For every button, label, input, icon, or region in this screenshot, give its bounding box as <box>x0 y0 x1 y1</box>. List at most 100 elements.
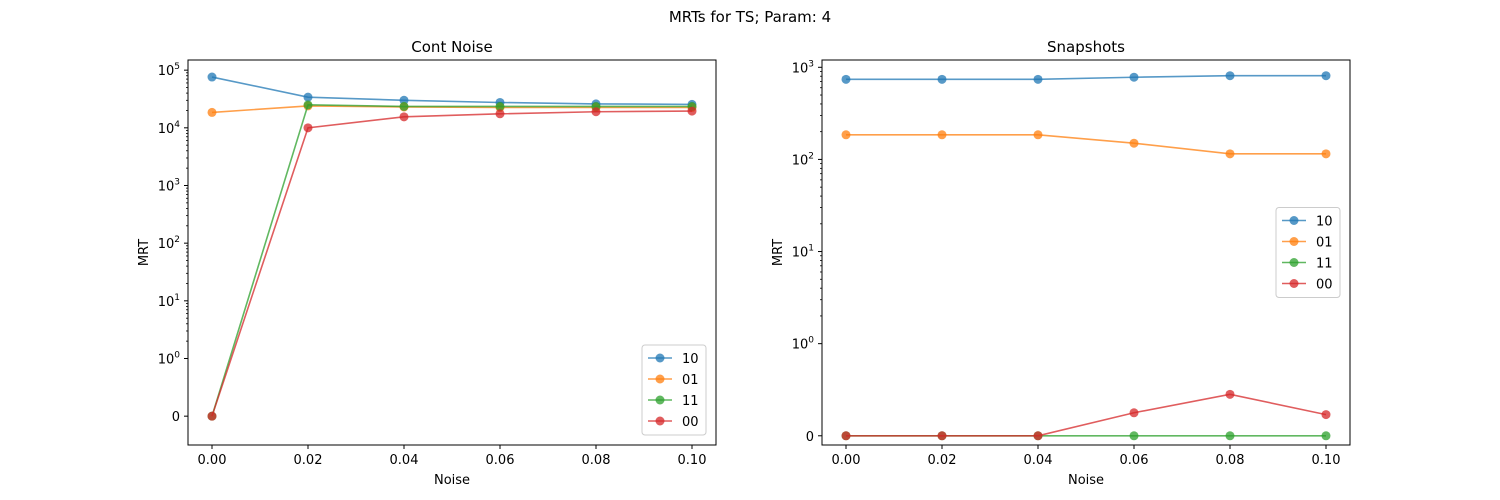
y-tick-exponent: 1 <box>174 293 180 303</box>
data-point <box>1321 71 1331 81</box>
data-point <box>1321 410 1331 420</box>
y-tick-label: 100 <box>792 336 815 353</box>
series-line <box>211 105 692 114</box>
x-tick-label: 0.08 <box>582 453 611 468</box>
x-tick-label: 0.04 <box>390 453 419 468</box>
series-line <box>846 393 1327 437</box>
chart-title: Snapshots <box>1047 38 1125 56</box>
data-point <box>841 431 851 441</box>
legend: 10 01 11 00 <box>641 344 707 436</box>
y-tick-base: 10 <box>158 295 175 310</box>
y-tick-exponent: 0 <box>808 336 814 346</box>
legend-item: 10 <box>1282 215 1333 230</box>
y-tick-label: 103 <box>158 177 180 194</box>
data-point <box>207 72 217 82</box>
x-tick-label: 0.10 <box>678 453 707 468</box>
x-tick-label: 0.02 <box>294 453 323 468</box>
series-line <box>846 74 1326 81</box>
legend-label: 00 <box>1316 278 1333 293</box>
legend-item: 00 <box>1282 278 1333 293</box>
data-point <box>937 74 947 84</box>
legend-marker <box>1289 279 1299 288</box>
y-tick-base: 10 <box>792 153 809 168</box>
data-point <box>1129 408 1139 418</box>
legend-label: 10 <box>682 352 699 367</box>
data-point <box>591 107 601 117</box>
y-axis-label: MRT <box>771 239 786 266</box>
y-tick-label: 105 <box>158 62 180 79</box>
data-point <box>1225 389 1235 399</box>
y-tick-base: 10 <box>792 61 809 76</box>
y-tick-exponent: 1 <box>808 244 814 254</box>
legend-marker <box>1289 216 1299 225</box>
legend-marker <box>655 395 665 405</box>
data-point <box>1033 130 1043 140</box>
legend-label: 10 <box>1316 215 1333 230</box>
data-point <box>399 101 409 111</box>
y-tick-label: 101 <box>158 293 180 310</box>
y-axis-label: MRT <box>137 239 152 266</box>
legend-label: 01 <box>1316 236 1333 251</box>
legend-item: 01 <box>648 373 699 388</box>
x-tick-label: 0.02 <box>928 453 957 468</box>
data-point <box>841 130 851 140</box>
data-point <box>937 130 947 140</box>
data-point <box>937 431 947 441</box>
data-point <box>1321 431 1331 441</box>
axes-frame <box>821 59 1351 446</box>
axes-frame <box>187 59 717 446</box>
legend-item: 01 <box>1282 236 1333 251</box>
data-point <box>1033 74 1043 84</box>
y-tick-base: 10 <box>158 122 175 137</box>
y-tick-base: 10 <box>792 246 809 261</box>
legend-marker <box>655 353 665 363</box>
legend-label: 01 <box>682 373 699 388</box>
series-01 <box>841 130 1331 159</box>
legend-item: 11 <box>648 394 699 409</box>
series-line <box>846 134 1326 155</box>
y-tick-base: 0 <box>172 410 180 425</box>
x-tick-label: 0.00 <box>198 453 227 468</box>
y-tick-label: 102 <box>158 235 180 252</box>
data-point <box>399 112 409 122</box>
legend-marker <box>1289 237 1299 246</box>
data-point <box>303 100 313 110</box>
data-point <box>495 101 505 111</box>
data-point <box>1321 149 1331 159</box>
data-point <box>495 109 505 119</box>
data-point <box>687 106 697 116</box>
x-axis-label: Noise <box>1068 473 1104 488</box>
y-tick-exponent: 2 <box>174 235 180 245</box>
y-tick-exponent: 3 <box>174 177 180 187</box>
legend: 10 01 11 00 <box>1275 207 1341 298</box>
y-tick-label: 103 <box>792 59 814 76</box>
legend-marker <box>1289 258 1299 267</box>
x-axis-label: Noise <box>434 473 470 488</box>
series-line <box>211 76 693 106</box>
y-tick-label: 0 <box>172 410 180 425</box>
figure-suptitle: MRTs for TS; Param: 4 <box>669 8 831 26</box>
legend-item: 00 <box>648 415 699 430</box>
data-point <box>1129 138 1139 148</box>
y-tick-label: 100 <box>158 350 181 367</box>
y-tick-base: 10 <box>158 179 175 194</box>
data-point <box>1033 431 1043 441</box>
data-point <box>303 123 313 133</box>
x-tick-label: 0.04 <box>1024 453 1053 468</box>
y-tick-label: 104 <box>158 120 181 137</box>
y-tick-base: 10 <box>792 338 809 353</box>
series-10 <box>841 71 1331 84</box>
data-point <box>1225 71 1235 81</box>
legend-marker <box>655 416 665 426</box>
y-tick-exponent: 2 <box>808 151 814 161</box>
y-tick-exponent: 0 <box>174 350 180 360</box>
data-point <box>207 107 217 117</box>
series-line <box>211 110 693 417</box>
x-tick-label: 0.06 <box>1120 453 1149 468</box>
legend-label: 11 <box>1316 257 1333 272</box>
x-tick-label: 0.06 <box>486 453 515 468</box>
series-00 <box>841 389 1331 441</box>
y-tick-label: 101 <box>792 244 814 261</box>
